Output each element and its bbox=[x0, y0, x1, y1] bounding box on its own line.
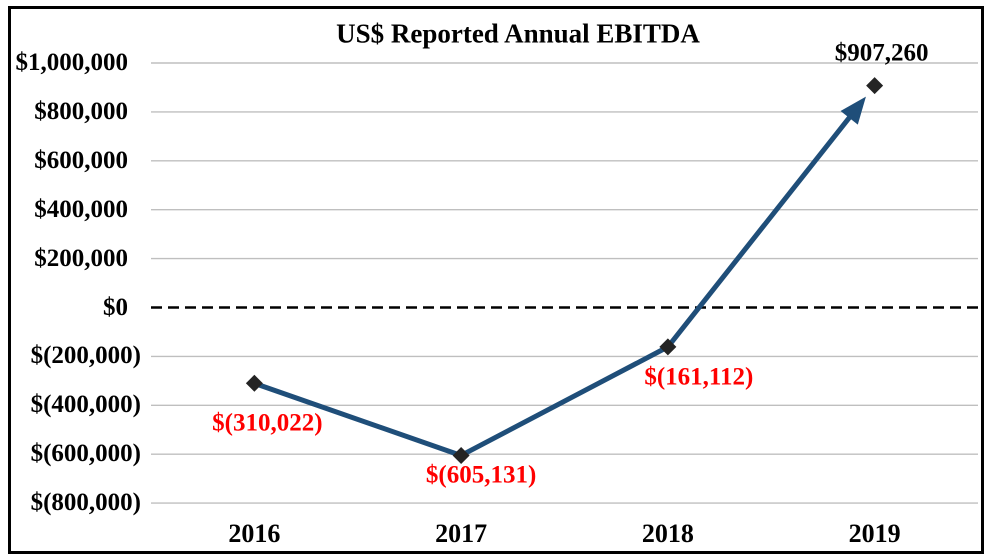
arrow-shaft bbox=[665, 112, 854, 350]
arrowhead-icon bbox=[840, 96, 866, 125]
chart-border-frame bbox=[8, 6, 984, 554]
point-marker bbox=[659, 338, 677, 356]
point-marker bbox=[866, 77, 884, 95]
point-marker bbox=[452, 446, 470, 464]
series-line bbox=[251, 344, 671, 458]
point-marker bbox=[245, 374, 263, 392]
